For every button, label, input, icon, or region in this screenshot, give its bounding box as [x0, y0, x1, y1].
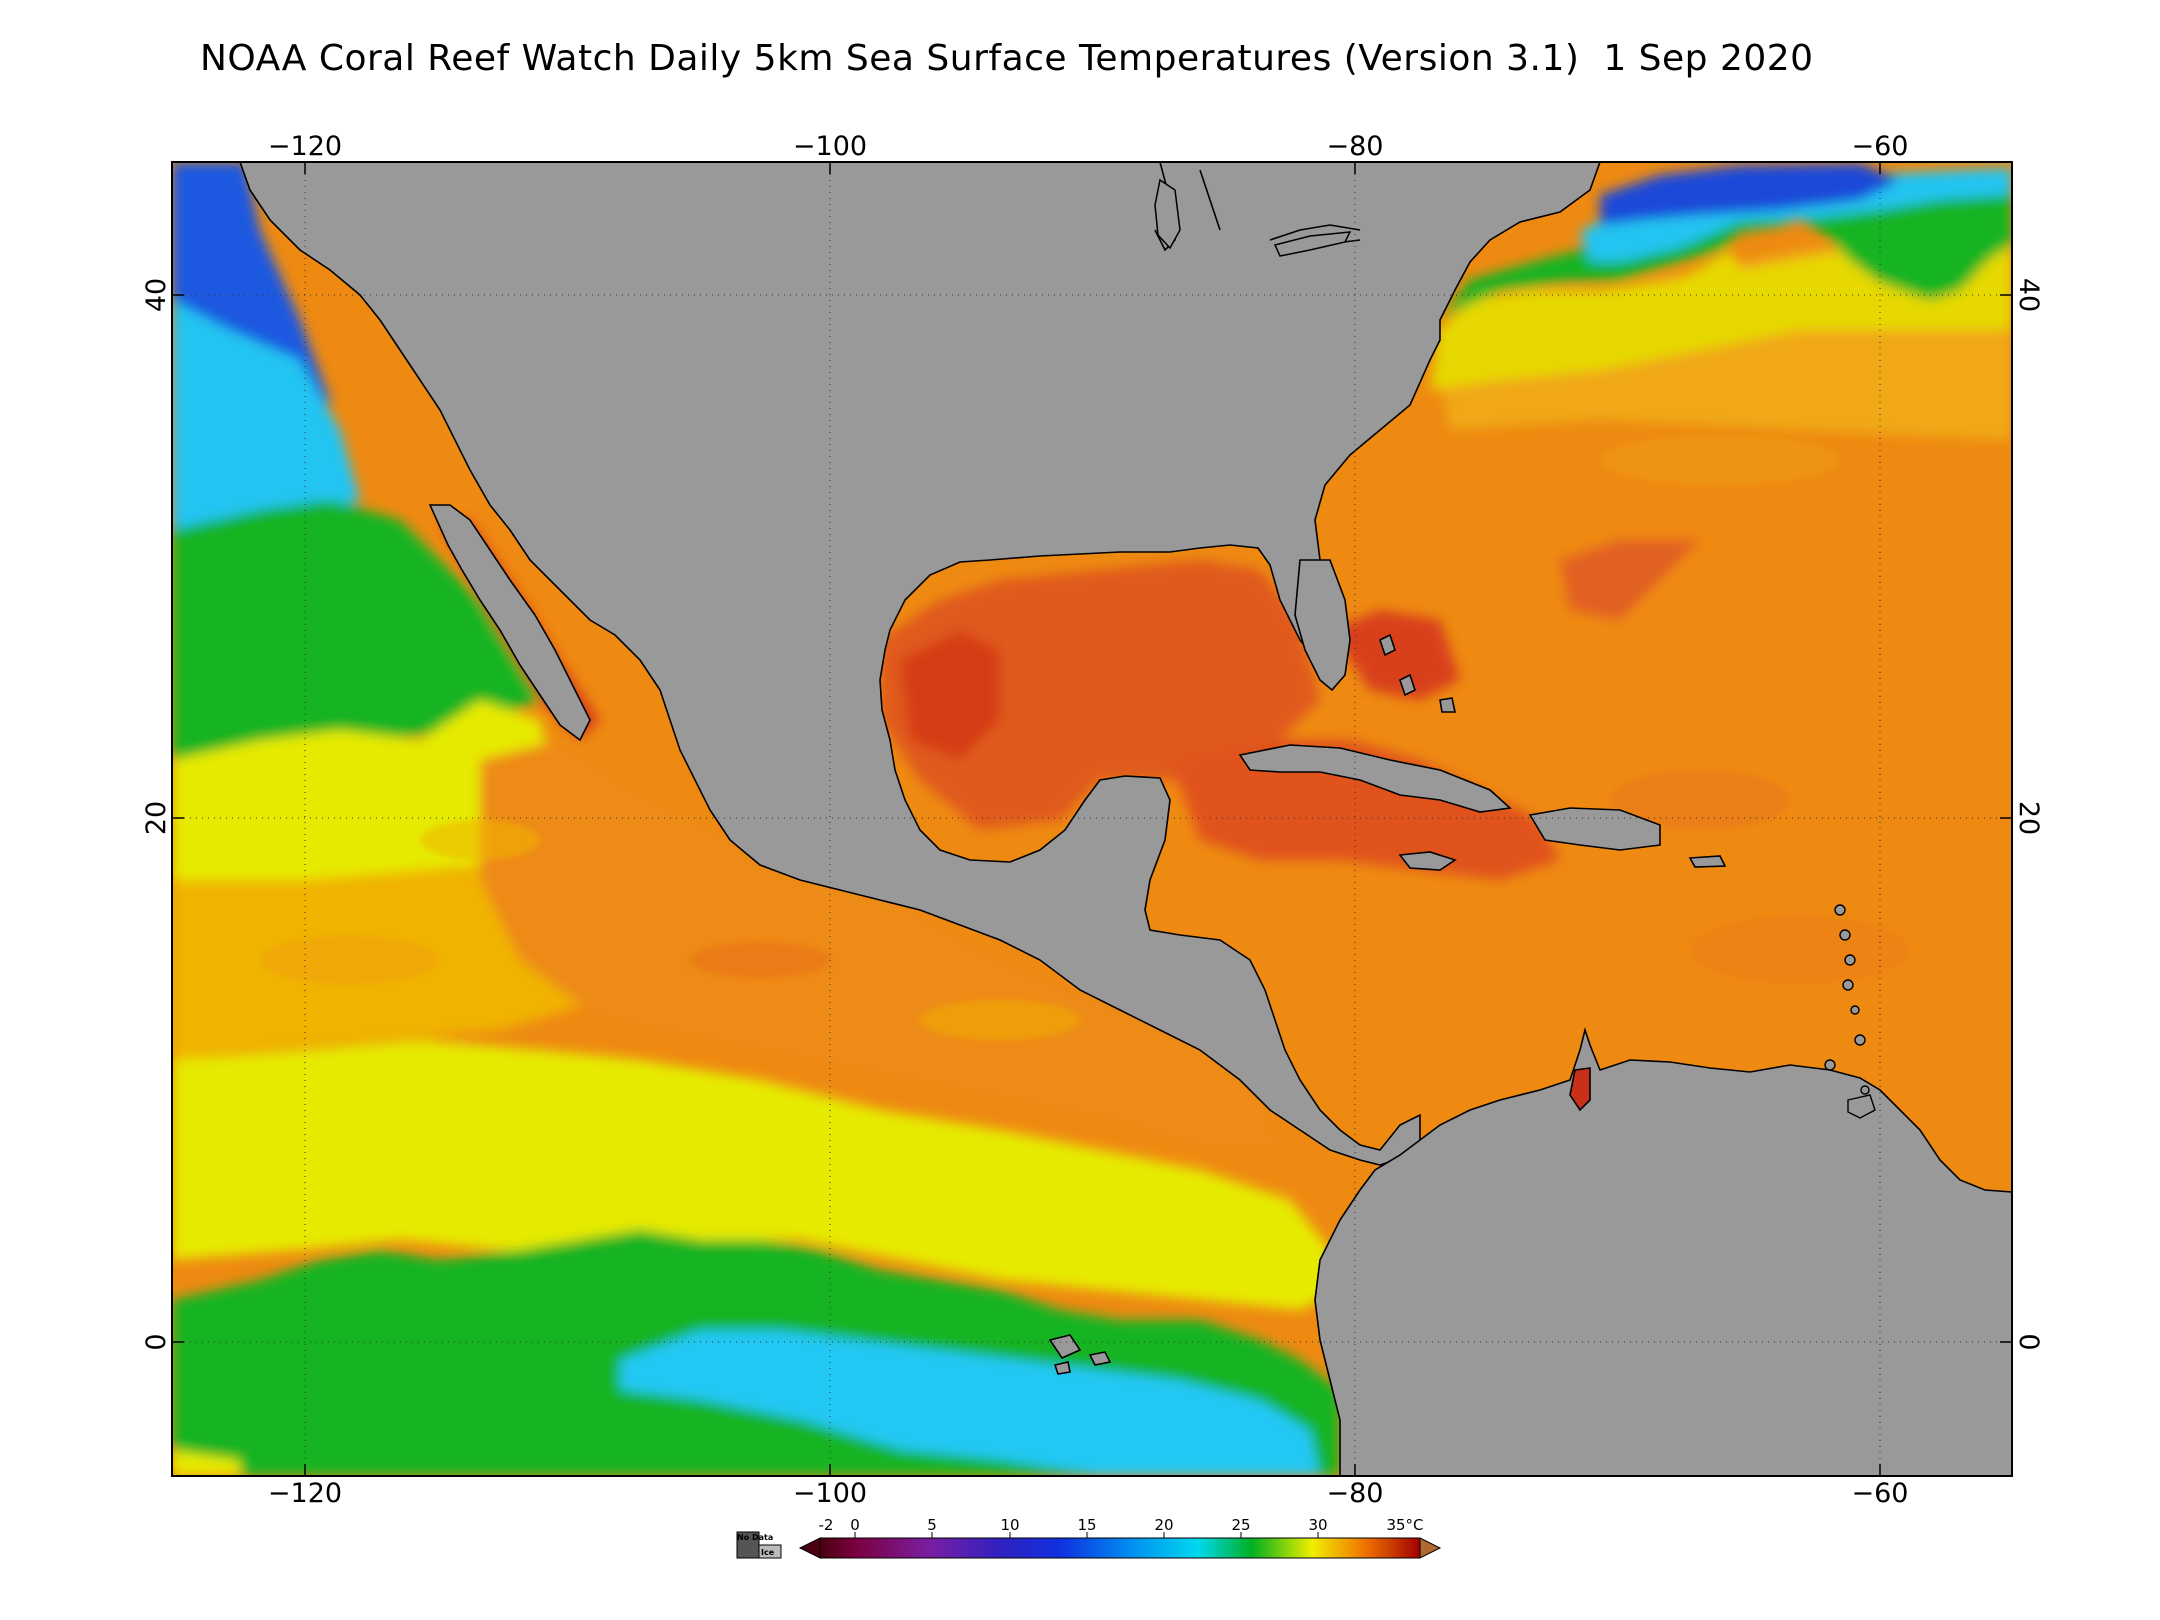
atlantic-green [1440, 188, 2012, 318]
sst-patches [260, 435, 1910, 1040]
land-lesser-antilles [1824, 904, 1870, 1095]
land-trinidad [1847, 1094, 1876, 1119]
map-area [172, 162, 2012, 1476]
colorbar-label-30: 30 [1308, 1516, 1327, 1534]
lake-erie [1273, 231, 1352, 257]
land-jamaica [1398, 851, 1457, 871]
land-florida [1294, 559, 1351, 692]
map-title: NOAA Coral Reef Watch Daily 5km Sea Surf… [200, 38, 1814, 79]
pacific-yellow-south [172, 1040, 1340, 1310]
colorbar-label-25: 25 [1231, 1516, 1250, 1534]
bahamas-warm [1330, 610, 1460, 700]
land-bahamas [1379, 633, 1456, 713]
land [239, 162, 2012, 1476]
lat-label-left-20: 20 [141, 801, 172, 835]
lat-label-left-40: 40 [141, 278, 172, 312]
colorbar-label-35: 35°C [1386, 1516, 1423, 1534]
colorbar: No Data Ice -2 0 5 10 15 20 25 30 35°C [736, 1516, 1442, 1559]
lat-label-left-0: 0 [141, 1333, 172, 1350]
lat-label-right-20: 20 [2013, 801, 2044, 835]
lakes [1154, 178, 1352, 257]
land-puerto-rico [1688, 855, 1727, 868]
lon-label-bottom-60: −60 [1852, 1478, 1909, 1509]
pacific-yellow-sw [172, 1450, 240, 1476]
lon-label-bottom-100: −100 [793, 1478, 867, 1509]
land-south-america [1314, 1027, 2012, 1476]
colorbar-label-10: 10 [1000, 1516, 1019, 1534]
colorbar-left-arrow [798, 1537, 821, 1559]
pacific-cyan-south [620, 1330, 1320, 1476]
caribbean-warm [1170, 740, 1560, 880]
colorbar-label-0: 0 [850, 1516, 860, 1534]
pacific-orange-band [480, 740, 1280, 1150]
lon-label-bottom-80: −80 [1327, 1478, 1384, 1509]
no-data-label: No Data [737, 1533, 773, 1542]
colorbar-label-5: 5 [927, 1516, 937, 1534]
atlantic-blue [1600, 163, 1900, 225]
atlantic-warm-core [1560, 540, 1700, 620]
colorbar-gradient [819, 1537, 1421, 1559]
colorbar-label-15: 15 [1077, 1516, 1096, 1534]
land-hispaniola [1528, 807, 1661, 851]
ice-label: Ice [761, 1548, 775, 1557]
colorbar-label-20: 20 [1154, 1516, 1173, 1534]
lon-label-top-100: −100 [793, 131, 867, 162]
sst-field [172, 162, 2012, 1476]
land-cuba [1238, 744, 1512, 813]
pacific-green [172, 500, 540, 770]
lat-label-right-40: 40 [2013, 278, 2044, 312]
axis-ticks [172, 162, 2012, 1476]
lon-label-bottom-120: −120 [268, 1478, 342, 1509]
lon-label-top-60: −60 [1852, 131, 1909, 162]
land-galapagos [1048, 1334, 1112, 1375]
land-baja-california [428, 504, 591, 742]
gulf-core [900, 630, 1000, 760]
atlantic-yellow [1430, 240, 2012, 390]
lake-maracaibo [1569, 1067, 1591, 1112]
ice-swatch [758, 1544, 782, 1559]
lon-label-top-80: −80 [1327, 131, 1384, 162]
colorbar-ticks [854, 1532, 1319, 1538]
pacific-cyan [172, 300, 360, 530]
lake-michigan [1154, 178, 1181, 250]
graticule [172, 162, 2012, 1476]
lon-label-top-120: −120 [268, 131, 342, 162]
lat-label-right-0: 0 [2013, 1333, 2044, 1350]
colorbar-label-m2: -2 [819, 1516, 834, 1534]
colorbar-right-arrow [1419, 1537, 1442, 1559]
map-frame [171, 161, 2013, 1477]
